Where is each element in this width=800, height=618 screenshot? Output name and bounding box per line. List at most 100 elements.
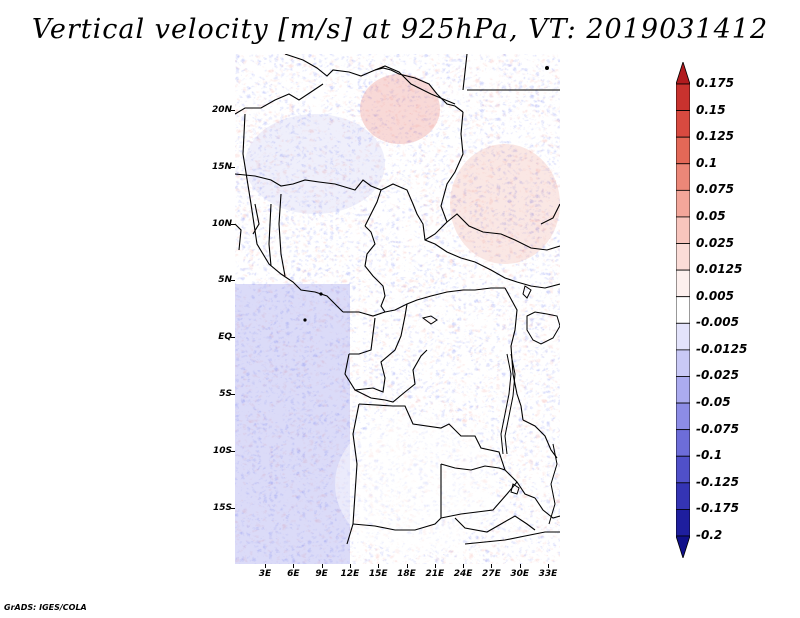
border-mali <box>235 83 324 115</box>
colorbar-label: -0.175 <box>696 501 739 516</box>
grads-credit: GrADS: IGES/COLA <box>4 603 87 612</box>
lakes <box>421 285 560 525</box>
lat-label: 15S <box>212 502 232 513</box>
border-benin <box>278 193 286 277</box>
colorbar-segment <box>676 296 690 324</box>
border-ethiopia <box>540 203 560 225</box>
border-drc-west <box>354 349 428 403</box>
southern-calm-area <box>335 414 495 554</box>
border-angola-namibia <box>352 517 442 531</box>
lat-label: 20N <box>211 105 232 115</box>
lon-tick <box>378 564 380 568</box>
colorbar-label: -0.2 <box>696 528 723 542</box>
border-angola-drc <box>358 403 506 471</box>
lon-tick <box>491 564 493 568</box>
colorbar-label: -0.1 <box>696 448 723 463</box>
border-ghana <box>235 223 242 251</box>
lon-tick <box>434 564 436 568</box>
border-equatorial-guinea <box>343 311 386 317</box>
lake-tanganyika <box>500 353 512 455</box>
colorbar-segment <box>676 163 690 191</box>
map-canvas <box>235 54 560 564</box>
colorbar <box>676 62 690 558</box>
border-botswana <box>464 531 560 545</box>
lon-label: 21E <box>425 569 445 579</box>
eastern-updraft-patch <box>450 144 560 264</box>
lat-label: 10S <box>212 445 232 456</box>
ocean-downdraft-region <box>235 284 350 564</box>
lat-tick <box>231 337 235 339</box>
lat-label: 15N <box>211 161 232 172</box>
lon-tick <box>519 564 521 568</box>
colorbar-segment <box>676 110 690 138</box>
island-bight <box>319 292 323 296</box>
lake-mweru <box>510 483 520 495</box>
lon-tick <box>265 564 266 568</box>
colorbar-label: 0.1 <box>696 155 718 170</box>
lon-tick <box>321 564 323 568</box>
colorbar-label: -0.075 <box>696 421 739 436</box>
colorbar-label: -0.0125 <box>696 341 748 356</box>
lat-tick <box>231 110 235 111</box>
colorbar-label: -0.005 <box>696 315 739 330</box>
colorbar-segment <box>676 455 690 484</box>
border-zambia-drc <box>440 463 536 499</box>
river-inlet <box>421 315 438 325</box>
border-egypt <box>462 54 468 91</box>
lon-label: 33E <box>538 569 558 579</box>
lon-label: 6E <box>287 569 300 579</box>
lake-malawi <box>548 443 558 525</box>
lon-label: 3E <box>258 569 272 579</box>
border-niger-nigeria <box>235 173 382 227</box>
colorbar-label: 0.175 <box>696 76 734 90</box>
border-car-south <box>380 183 560 289</box>
colorbar-segment <box>676 83 690 111</box>
lat-tick <box>231 450 235 452</box>
colorbar-segment <box>676 189 690 218</box>
colorbar-label: -0.025 <box>696 368 739 383</box>
colorbar-segment <box>676 402 690 431</box>
border-congo <box>344 303 408 393</box>
colorbar-label: 0.125 <box>696 129 734 144</box>
lat-label: 5S <box>219 389 232 399</box>
map-title: Vertical velocity [m/s] at 925hPa, VT: 2… <box>31 14 769 45</box>
colorbar-segment <box>676 136 690 165</box>
colorbar-segment <box>676 429 690 457</box>
colorbar-segment <box>676 509 690 537</box>
lon-tick <box>293 564 295 568</box>
colorbar-top-arrow <box>676 62 690 85</box>
lon-tick <box>463 564 465 568</box>
lon-tick <box>406 564 408 568</box>
border-tanzania <box>522 419 558 459</box>
lon-label: 27E <box>482 569 501 579</box>
border-chad-sudan <box>424 111 464 241</box>
colorbar-bottom-arrow <box>676 535 690 558</box>
lat-tick <box>231 223 235 225</box>
lon-label: 18E <box>397 569 416 579</box>
lon-tick <box>548 564 549 568</box>
colorbar-label: 0.025 <box>696 235 734 250</box>
lon-tick <box>349 564 351 568</box>
lon-label: 24E <box>453 569 473 579</box>
colorbar-label: -0.125 <box>696 474 739 489</box>
nile-delta <box>545 66 549 70</box>
lake-albert <box>522 285 532 299</box>
colorbar-label: 0.075 <box>696 182 734 197</box>
island-bioko <box>303 318 307 322</box>
velocity-map <box>235 54 560 564</box>
saharan-updraft-patch <box>360 74 440 144</box>
colorbar-segment <box>676 322 690 351</box>
colorbar-segment <box>676 482 690 510</box>
colorbar-label: 0.15 <box>696 102 726 117</box>
lon-label: 15E <box>368 569 388 579</box>
lat-label: 10N <box>211 218 232 229</box>
border-zambia-south <box>440 481 518 519</box>
border-nigeria-cameroon <box>364 225 386 313</box>
colorbar-label: 0.05 <box>696 208 726 223</box>
lon-label: 9E <box>315 569 328 579</box>
regional-patterns <box>235 74 560 564</box>
islands <box>303 66 549 322</box>
lake-tanganyika-shore <box>504 353 516 455</box>
border-congo-car <box>384 287 505 313</box>
colorbar-label: 0.005 <box>696 288 734 303</box>
